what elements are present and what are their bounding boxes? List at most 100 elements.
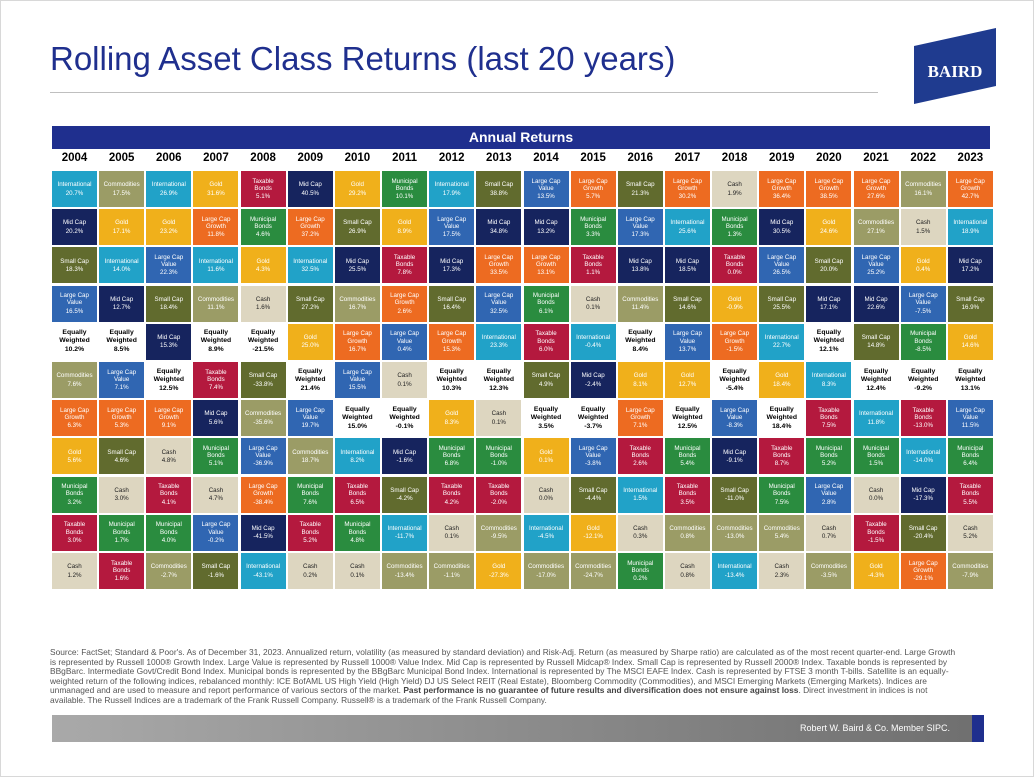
- return-value: 24.6%: [820, 227, 838, 235]
- return-value: 32.5%: [490, 307, 508, 315]
- return-value: -2.0%: [490, 498, 507, 506]
- asset-class-label: Cash: [255, 295, 271, 303]
- asset-class-label: Cash: [585, 295, 601, 303]
- asset-class-label: Cash: [821, 525, 837, 533]
- return-value: 17.1%: [112, 227, 131, 235]
- asset-class-label: Commodities: [716, 525, 753, 533]
- asset-class-label: Bonds: [820, 414, 838, 422]
- asset-class-label: Large Cap: [295, 406, 325, 414]
- return-value: 3.3%: [586, 231, 601, 239]
- return-value: 17.2%: [961, 265, 980, 273]
- quilt-cell-2021-7: International 11.8%: [853, 400, 899, 437]
- asset-class-label: Bonds: [112, 528, 131, 536]
- return-value: 18.7%: [301, 456, 320, 464]
- return-value: 10.2%: [64, 346, 85, 354]
- asset-class-label: Small Cap: [60, 257, 89, 265]
- asset-class-label: Taxable: [441, 483, 463, 491]
- return-value: 0.1%: [491, 418, 506, 426]
- asset-class-label: Small Cap: [484, 181, 514, 189]
- return-value: 4.8%: [350, 536, 365, 544]
- quilt-cell-2016-10: Cash 0.3%: [617, 514, 663, 551]
- asset-class-label: Bonds: [867, 528, 885, 536]
- quilt-cell-2014-8: Gold 0.1%: [523, 438, 569, 475]
- return-value: 1.9%: [727, 189, 742, 197]
- quilt-cell-2014-10: International -4.5%: [523, 514, 569, 551]
- return-value: 5.2%: [963, 533, 978, 541]
- asset-class-label: Weighted: [436, 375, 467, 383]
- asset-class-label: Gold: [115, 219, 129, 227]
- return-value: 25.0%: [301, 342, 320, 350]
- asset-class-label: Small Cap: [578, 486, 608, 494]
- asset-class-label: Mid Cap: [345, 257, 369, 265]
- return-value: 34.8%: [490, 227, 508, 235]
- quilt-cell-2023-3: Mid Cap 17.2%: [947, 247, 993, 284]
- quilt-cell-2013-2: Mid Cap 34.8%: [476, 209, 522, 246]
- asset-class-label: Value: [585, 452, 601, 460]
- asset-class-label: Bonds: [254, 223, 272, 231]
- quilt-cell-2015-8: Large Cap Value -3.8%: [570, 438, 616, 475]
- asset-class-label: International: [717, 563, 752, 571]
- asset-class-label: Small Cap: [908, 525, 938, 533]
- asset-class-label: Equally: [581, 405, 606, 413]
- title-divider: [50, 92, 878, 93]
- return-value: 5.1%: [256, 193, 271, 201]
- return-value: 14.0%: [112, 265, 131, 273]
- return-value: 5.2%: [821, 460, 836, 468]
- return-value: 14.8%: [867, 342, 885, 350]
- quilt-cell-2014-1: Large Cap Value 13.5%: [523, 171, 569, 207]
- baird-logo: BAIRD: [914, 28, 996, 104]
- asset-class-label: Cash: [67, 563, 82, 571]
- asset-class-label: International: [764, 334, 799, 342]
- quilt-cell-2018-8: Mid Cap -9.1%: [712, 438, 758, 475]
- asset-class-label: Value: [726, 414, 743, 422]
- asset-class-label: Weighted: [860, 375, 892, 383]
- return-value: 0.4%: [397, 345, 412, 353]
- source-text: Source: FactSet; Standard & Poor's. As o…: [50, 647, 956, 696]
- asset-class-label: Commodities: [622, 295, 659, 303]
- asset-class-label: Value: [208, 528, 224, 536]
- return-value: 38.5%: [820, 193, 838, 201]
- return-value: 5.6%: [208, 418, 223, 426]
- quilt-cell-2018-10: Commodities -13.0%: [712, 514, 758, 551]
- return-value: 11.1%: [207, 304, 225, 312]
- return-value: 0.8%: [680, 533, 695, 541]
- asset-class-label: Commodities: [197, 295, 234, 303]
- asset-class-label: Bonds: [772, 452, 791, 460]
- quilt-cell-2017-9: Taxable Bonds 3.5%: [664, 476, 710, 513]
- quilt-cell-2015-11: Commodities -24.7%: [570, 553, 616, 589]
- return-value: 19.7%: [301, 422, 320, 430]
- asset-class-label: Bonds: [537, 299, 555, 307]
- quilt-cell-2009-10: Taxable Bonds 5.2%: [287, 514, 333, 551]
- asset-class-label: Bonds: [584, 261, 602, 269]
- asset-class-label: Cash: [208, 486, 224, 494]
- return-value: -3.5%: [820, 571, 837, 579]
- return-value: -35.6%: [253, 418, 273, 426]
- quilt-cell-2013-8: Municipal Bonds -1.0%: [476, 438, 522, 475]
- asset-class-label: Growth: [158, 414, 179, 422]
- return-value: 7.5%: [774, 498, 789, 506]
- return-value: 4.7%: [208, 495, 223, 503]
- asset-class-label: Gold: [633, 372, 647, 380]
- quilt-cell-2005-8: Small Cap 4.6%: [99, 438, 145, 475]
- quilt-cell-2004-8: Gold 5.6%: [52, 438, 97, 475]
- return-value: 17.9%: [442, 189, 461, 197]
- year-label-2020: 2020: [816, 152, 842, 164]
- asset-class-label: Large Cap: [625, 406, 655, 414]
- asset-class-label: Growth: [913, 566, 934, 574]
- return-value: 7.6%: [303, 498, 318, 506]
- quilt-cell-2011-5: Large Cap Value 0.4%: [382, 323, 428, 360]
- asset-class-label: Large Cap: [767, 177, 797, 185]
- returns-quilt-grid: International 20.7% Mid Cap 20.2% Small Cap 1…: [52, 171, 993, 589]
- quilt-cell-2005-3: International 14.0%: [99, 247, 145, 284]
- asset-class-label: Gold: [445, 410, 459, 418]
- asset-class-label: Small Cap: [343, 219, 372, 227]
- asset-class-label: Municipal: [297, 483, 324, 491]
- return-value: -2.7%: [160, 571, 177, 579]
- quilt-cell-2019-2: Mid Cap 30.5%: [759, 209, 805, 246]
- asset-class-label: Equally: [675, 405, 700, 413]
- return-value: 0.1%: [444, 533, 459, 541]
- asset-class-label: Growth: [536, 261, 556, 269]
- quilt-cell-2016-1: Small Cap 21.3%: [617, 171, 663, 207]
- asset-class-label: Cash: [350, 563, 365, 571]
- asset-class-label: Weighted: [483, 375, 515, 383]
